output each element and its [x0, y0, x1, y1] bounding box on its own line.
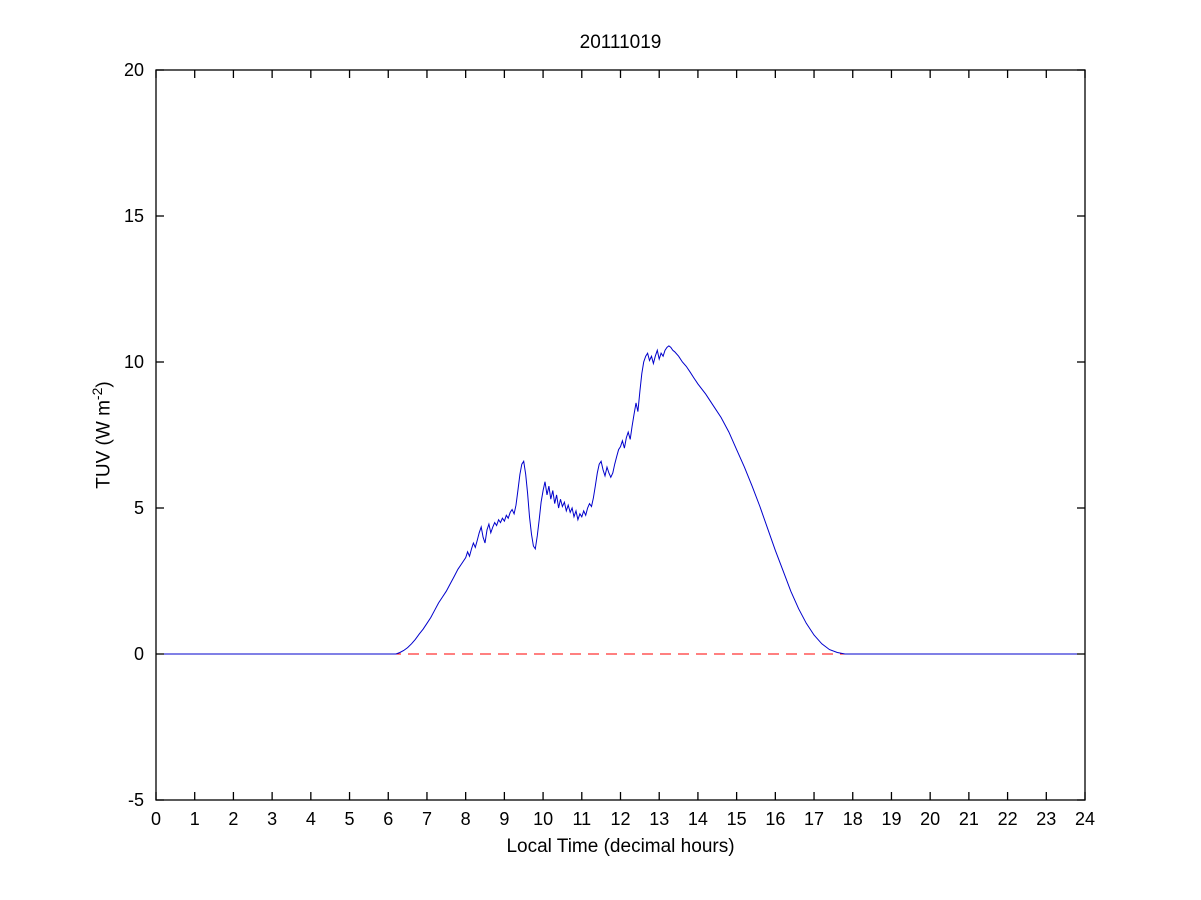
x-tick-label: 17 [804, 809, 824, 829]
y-tick-label: 15 [124, 206, 144, 226]
x-tick-label: 16 [765, 809, 785, 829]
x-tick-label: 5 [345, 809, 355, 829]
x-tick-label: 20 [920, 809, 940, 829]
x-tick-label: 13 [649, 809, 669, 829]
x-axis-label: Local Time (decimal hours) [506, 836, 735, 857]
x-tick-label: 21 [959, 809, 979, 829]
x-tick-label: 1 [190, 809, 200, 829]
y-axis-label-base: TUV (W m [93, 400, 115, 489]
x-tick-label: 9 [499, 809, 509, 829]
x-tick-label: 0 [151, 809, 161, 829]
x-tick-label: 22 [998, 809, 1018, 829]
x-tick-label: 19 [881, 809, 901, 829]
x-tick-label: 23 [1036, 809, 1056, 829]
x-tick-label: 10 [533, 809, 553, 829]
x-tick-label: 11 [572, 809, 591, 829]
y-axis-label-close: ) [93, 381, 115, 388]
chart-title: 20111019 [579, 32, 662, 53]
x-tick-label: 14 [688, 809, 708, 829]
plot-box [155, 69, 1086, 801]
x-tick-label: 24 [1075, 809, 1095, 829]
x-tick-label: 7 [422, 809, 432, 829]
y-tick-label: 10 [124, 352, 144, 372]
y-tick-label: 5 [134, 498, 144, 518]
x-tick-label: 8 [461, 809, 471, 829]
y-tick-label: -5 [128, 790, 144, 810]
x-tick-label: 12 [610, 809, 630, 829]
x-tick-label: 4 [306, 809, 316, 829]
x-tick-label: 18 [843, 809, 863, 829]
x-tick-label: 2 [228, 809, 238, 829]
y-tick-label: 20 [124, 60, 144, 80]
y-axis-label: TUV (W m-2) [89, 285, 115, 585]
x-tick-label: 3 [267, 809, 277, 829]
x-tick-label: 15 [727, 809, 747, 829]
x-tick-label: 6 [383, 809, 393, 829]
tuv-series-line [156, 345, 1085, 655]
y-tick-label: 0 [134, 644, 144, 664]
y-axis-label-exponent: -2 [89, 387, 105, 401]
